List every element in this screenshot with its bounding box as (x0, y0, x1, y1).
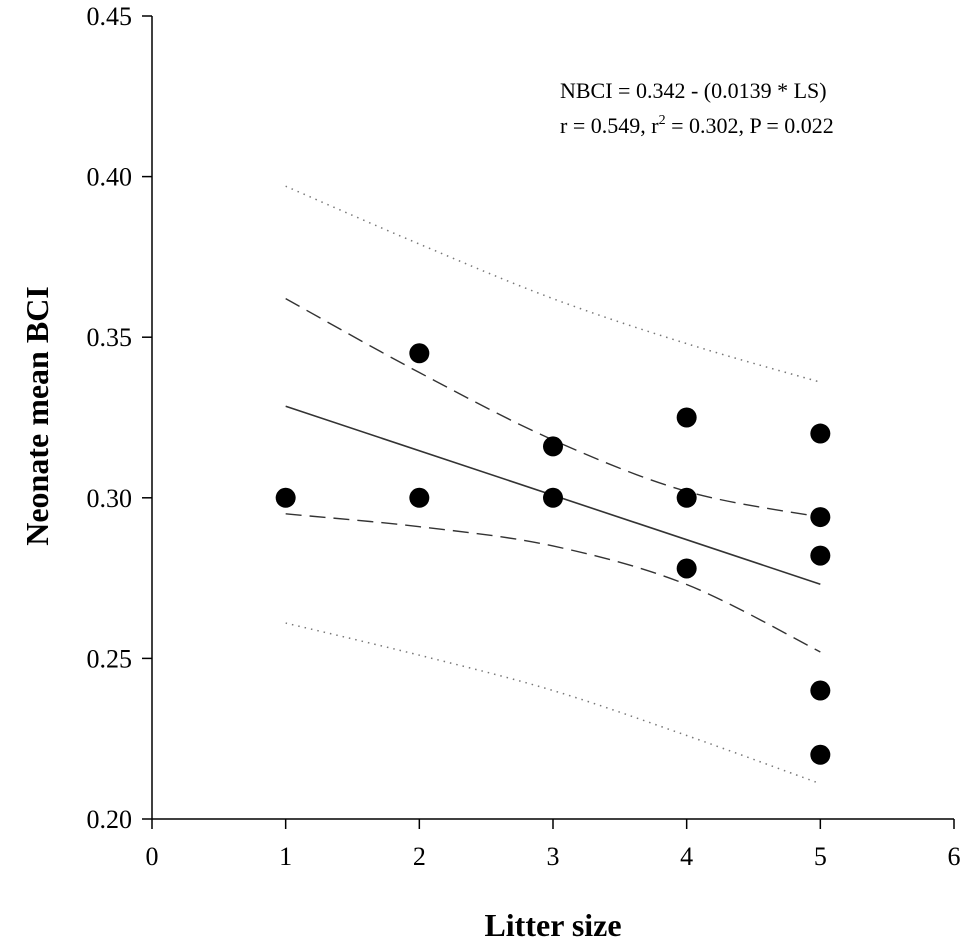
y-axis-title: Neonate mean BCI (19, 286, 55, 546)
data-point (810, 545, 831, 566)
bands-layer (285, 185, 821, 785)
y-tick-label: 0.25 (87, 644, 133, 673)
stats-superscript: 2 (659, 113, 666, 128)
x-tick-label: 2 (413, 842, 426, 871)
y-tick-label: 0.40 (87, 163, 133, 192)
x-tick-label: 1 (279, 842, 292, 871)
x-tick-label: 3 (547, 842, 560, 871)
stats-text-rest: = 0.302, P = 0.022 (666, 113, 834, 138)
data-point (543, 436, 563, 457)
regression-stats: r = 0.549, r2 = 0.302, P = 0.022 (560, 113, 834, 138)
y-tick-label: 0.35 (87, 323, 133, 352)
y-tick-label: 0.45 (87, 2, 133, 31)
data-point (409, 343, 430, 364)
prediction-band-lower (285, 622, 821, 785)
data-point (810, 680, 831, 701)
data-point (275, 487, 296, 508)
data-point (810, 744, 831, 765)
x-axis-title: Litter size (484, 907, 621, 943)
data-point (676, 407, 697, 428)
data-point (409, 487, 430, 508)
regression-equation: NBCI = 0.342 - (0.0139 * LS) (560, 78, 827, 103)
data-point (810, 507, 831, 528)
x-tick-label: 0 (146, 842, 159, 871)
y-tick-label: 0.30 (87, 484, 133, 513)
data-point (810, 423, 831, 444)
data-point (676, 487, 697, 508)
prediction-band-upper (285, 185, 821, 383)
stats-text-r: r = 0.549, r (560, 113, 659, 138)
confidence-band-lower (285, 513, 821, 653)
x-tick-label: 6 (948, 842, 961, 871)
data-point (676, 558, 697, 579)
axes-layer: 0 1 2 3 4 5 6 0.20 0.25 0.30 0.35 0.40 0.45 (87, 2, 961, 871)
confidence-band-upper (285, 298, 821, 518)
x-tick-label: 4 (680, 842, 693, 871)
y-tick-label: 0.20 (87, 805, 133, 834)
x-tick-label: 5 (814, 842, 827, 871)
data-point (543, 487, 563, 508)
points-layer (275, 343, 831, 765)
